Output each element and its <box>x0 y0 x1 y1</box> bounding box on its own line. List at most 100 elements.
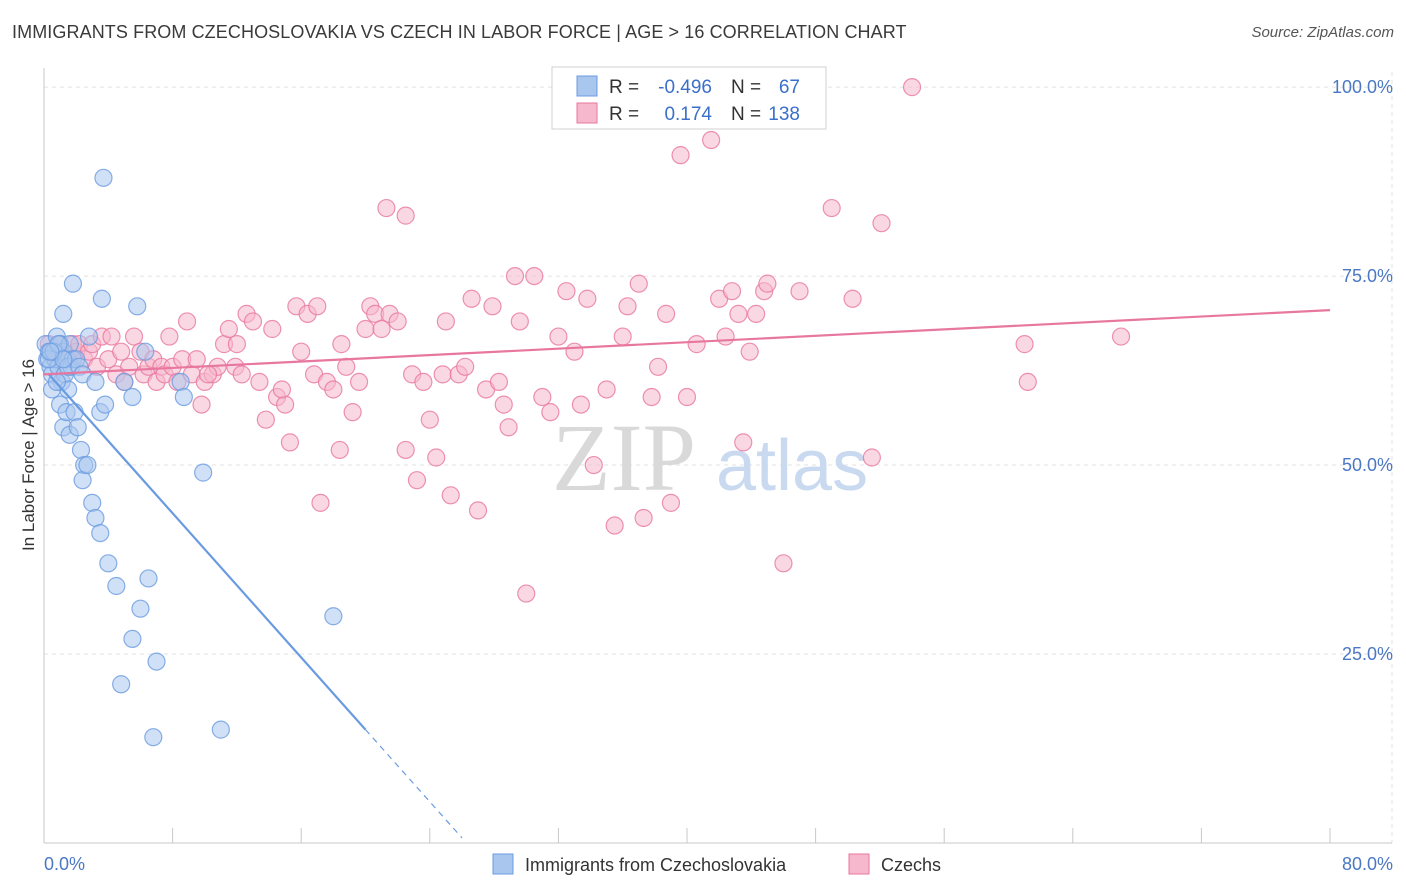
point-s1-130 <box>436 312 455 331</box>
point-s1-52 <box>292 342 311 361</box>
point-s1-97 <box>597 380 616 399</box>
point-s1-119 <box>758 274 777 293</box>
point-s0-26 <box>71 440 91 460</box>
point-s0-59 <box>194 463 213 482</box>
point-s0-43 <box>99 554 118 573</box>
legend-swatch-immigrants <box>492 853 514 875</box>
point-s0-32 <box>79 327 99 346</box>
trend-line-s1 <box>43 309 1331 376</box>
point-s1-81 <box>483 297 502 316</box>
point-s0-56 <box>144 728 163 747</box>
stats-r-label-2: R = <box>609 104 639 125</box>
series-legend: Immigrants from Czechoslovakia Czechs <box>492 853 941 875</box>
legend-swatch-czechs <box>848 853 870 875</box>
point-s1-95 <box>578 289 597 308</box>
point-s1-46 <box>256 410 275 429</box>
point-s1-91 <box>549 327 568 346</box>
stats-r-label-1: R = <box>609 77 639 98</box>
point-s1-129 <box>1111 327 1131 346</box>
point-s1-17 <box>112 342 131 361</box>
point-s0-50 <box>136 342 155 361</box>
point-s0-48 <box>123 387 142 407</box>
point-s1-70 <box>407 471 427 490</box>
point-s1-67 <box>388 312 407 331</box>
point-s1-55 <box>311 493 330 512</box>
y-axis-label: In Labor Force | Age > 16 <box>19 359 38 551</box>
point-s1-82 <box>489 372 509 392</box>
point-s0-24 <box>65 403 84 422</box>
point-s0-35 <box>95 395 115 414</box>
point-s1-34 <box>187 350 206 369</box>
point-s0-51 <box>139 569 158 588</box>
point-s1-93 <box>565 342 584 361</box>
point-s0-53 <box>131 599 150 618</box>
point-s1-78 <box>462 289 481 308</box>
point-s1-62 <box>356 319 375 339</box>
x-tick-labels: 0.0% 80.0% <box>44 854 1393 874</box>
point-s0-25 <box>68 418 87 437</box>
point-s0-33 <box>86 372 105 392</box>
point-s0-61 <box>324 607 343 626</box>
point-s1-122 <box>822 198 841 218</box>
point-s1-47 <box>263 319 282 339</box>
point-s1-86 <box>510 312 529 331</box>
stats-n-value-2: 138 <box>768 104 800 125</box>
point-s1-96 <box>584 455 603 475</box>
point-s1-57 <box>324 380 343 399</box>
point-s1-88 <box>525 266 544 286</box>
point-s0-40 <box>83 493 102 512</box>
point-s1-42 <box>232 365 251 384</box>
point-s1-121 <box>790 282 809 301</box>
point-s1-32 <box>177 312 197 331</box>
point-s0-36 <box>54 304 73 323</box>
point-s1-100 <box>618 297 637 316</box>
point-s1-59 <box>337 357 356 376</box>
point-s0-60 <box>211 720 230 739</box>
point-s1-65 <box>372 319 391 339</box>
point-s1-103 <box>642 387 661 407</box>
point-s1-35 <box>192 395 211 414</box>
point-s1-83 <box>494 395 513 414</box>
point-s1-72 <box>420 410 439 429</box>
point-s1-99 <box>613 327 632 346</box>
stats-n-label-1: N = <box>731 77 761 98</box>
point-s1-101 <box>629 274 648 293</box>
watermark: ZIP atlas <box>552 404 868 511</box>
point-s1-132 <box>396 206 415 225</box>
point-s1-135 <box>272 380 292 399</box>
point-s1-45 <box>250 372 269 392</box>
point-s1-114 <box>729 304 748 323</box>
point-s1-73 <box>427 448 446 467</box>
chart-title: IMMIGRANTS FROM CZECHOSLOVAKIA VS CZECH … <box>12 22 907 42</box>
point-s1-105 <box>657 304 676 323</box>
point-s1-74 <box>433 365 452 384</box>
point-s1-87 <box>517 584 536 603</box>
point-s0-58 <box>174 387 193 407</box>
trend-line-s0 <box>48 373 367 731</box>
point-s1-127 <box>1015 335 1034 354</box>
point-s1-128 <box>1018 372 1037 392</box>
legend-label-czechs: Czechs <box>881 855 941 875</box>
point-s1-117 <box>747 304 766 323</box>
point-s1-137 <box>198 365 218 384</box>
stats-n-label-2: N = <box>731 104 761 125</box>
point-s1-136 <box>227 335 246 354</box>
point-s1-131 <box>377 198 396 218</box>
y-tick-labels: 25.0% 50.0% 75.0% 100.0% <box>1332 77 1393 664</box>
point-s0-42 <box>91 523 110 543</box>
data-points <box>36 78 1131 747</box>
point-s1-84 <box>499 418 518 437</box>
point-s1-28 <box>160 327 179 346</box>
point-s0-47 <box>115 372 134 392</box>
point-s1-134 <box>332 335 351 354</box>
y-tick-label-3: 100.0% <box>1332 77 1393 97</box>
stats-swatch-immigrants <box>576 75 598 97</box>
stats-n-value-1: 67 <box>779 77 800 98</box>
point-s1-71 <box>414 372 433 392</box>
point-s1-123 <box>843 289 862 308</box>
point-s1-113 <box>722 282 742 301</box>
point-s0-57 <box>171 372 190 392</box>
point-s0-39 <box>78 455 97 475</box>
point-s1-20 <box>124 327 144 346</box>
point-s1-92 <box>557 282 576 301</box>
